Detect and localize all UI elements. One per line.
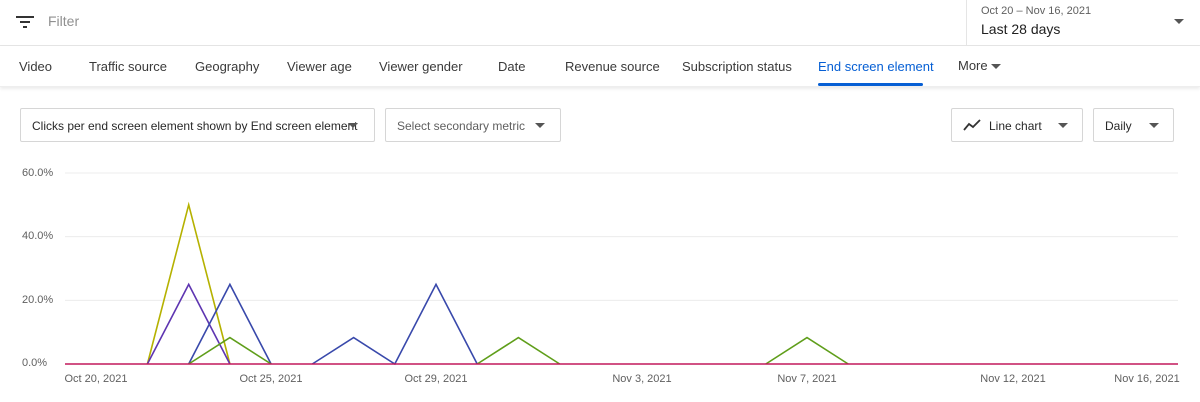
tab-bar: Video Traffic source Geography Viewer ag… <box>0 46 1200 87</box>
y-tick-label: 0.0% <box>22 357 48 369</box>
series-line <box>187 282 272 365</box>
filter-icon[interactable] <box>16 14 34 28</box>
tab-subscription-status[interactable]: Subscription status <box>682 59 792 74</box>
active-tab-indicator <box>818 83 923 86</box>
chevron-down-icon <box>535 123 545 128</box>
tab-date[interactable]: Date <box>498 59 526 74</box>
x-tick-label: Nov 12, 2021 <box>980 373 1046 385</box>
chart-type-dropdown[interactable]: Line chart <box>951 108 1083 142</box>
x-tick-label: Oct 20, 2021 <box>64 373 128 385</box>
date-preset-text: Last 28 days <box>981 21 1061 37</box>
filter-input[interactable]: Filter <box>48 13 80 29</box>
date-range-text: Oct 20 – Nov 16, 2021 <box>981 5 1092 17</box>
chevron-down-icon <box>1174 19 1184 24</box>
chart-type-label: Line chart <box>989 119 1042 133</box>
series-line <box>188 336 272 365</box>
x-tick-label: Nov 7, 2021 <box>777 373 837 385</box>
tab-revenue-source[interactable]: Revenue source <box>565 59 660 74</box>
series-line <box>311 282 478 366</box>
x-tick-label: Oct 29, 2021 <box>404 373 468 385</box>
y-tick-label: 40.0% <box>22 230 54 242</box>
x-tick-label: Oct 25, 2021 <box>239 373 303 385</box>
x-tick-label: Nov 16, 2021 <box>1114 373 1180 385</box>
line-chart-icon <box>963 119 981 131</box>
series-line <box>476 336 561 365</box>
y-tick-label: 60.0% <box>22 167 54 179</box>
tab-geography[interactable]: Geography <box>195 59 260 74</box>
secondary-metric-dropdown[interactable]: Select secondary metric <box>385 108 561 142</box>
date-range-picker[interactable]: Oct 20 – Nov 16, 2021 Last 28 days <box>966 0 1200 46</box>
chevron-down-icon <box>991 64 1001 69</box>
x-tick-label: Nov 3, 2021 <box>612 373 672 385</box>
tab-more[interactable]: More <box>958 58 988 73</box>
chevron-down-icon <box>1058 123 1068 128</box>
interval-dropdown[interactable]: Daily <box>1093 108 1174 142</box>
series-line <box>146 282 231 365</box>
chevron-down-icon <box>348 123 358 128</box>
interval-label: Daily <box>1105 119 1132 133</box>
primary-metric-label: Clicks per end screen element shown by E… <box>32 119 358 133</box>
primary-metric-dropdown[interactable]: Clicks per end screen element shown by E… <box>20 108 375 142</box>
tab-viewer-gender[interactable]: Viewer gender <box>379 59 463 74</box>
series-line <box>765 336 849 365</box>
tab-end-screen-element[interactable]: End screen element <box>818 59 934 74</box>
tab-video[interactable]: Video <box>19 59 53 74</box>
tab-traffic-source[interactable]: Traffic source <box>89 59 168 74</box>
secondary-metric-label: Select secondary metric <box>397 119 526 133</box>
y-tick-label: 20.0% <box>22 294 54 306</box>
filter-bar: Filter Oct 20 – Nov 16, 2021 Last 28 day… <box>0 0 1200 46</box>
chevron-down-icon <box>1149 123 1159 128</box>
tab-viewer-age[interactable]: Viewer age <box>287 59 352 74</box>
